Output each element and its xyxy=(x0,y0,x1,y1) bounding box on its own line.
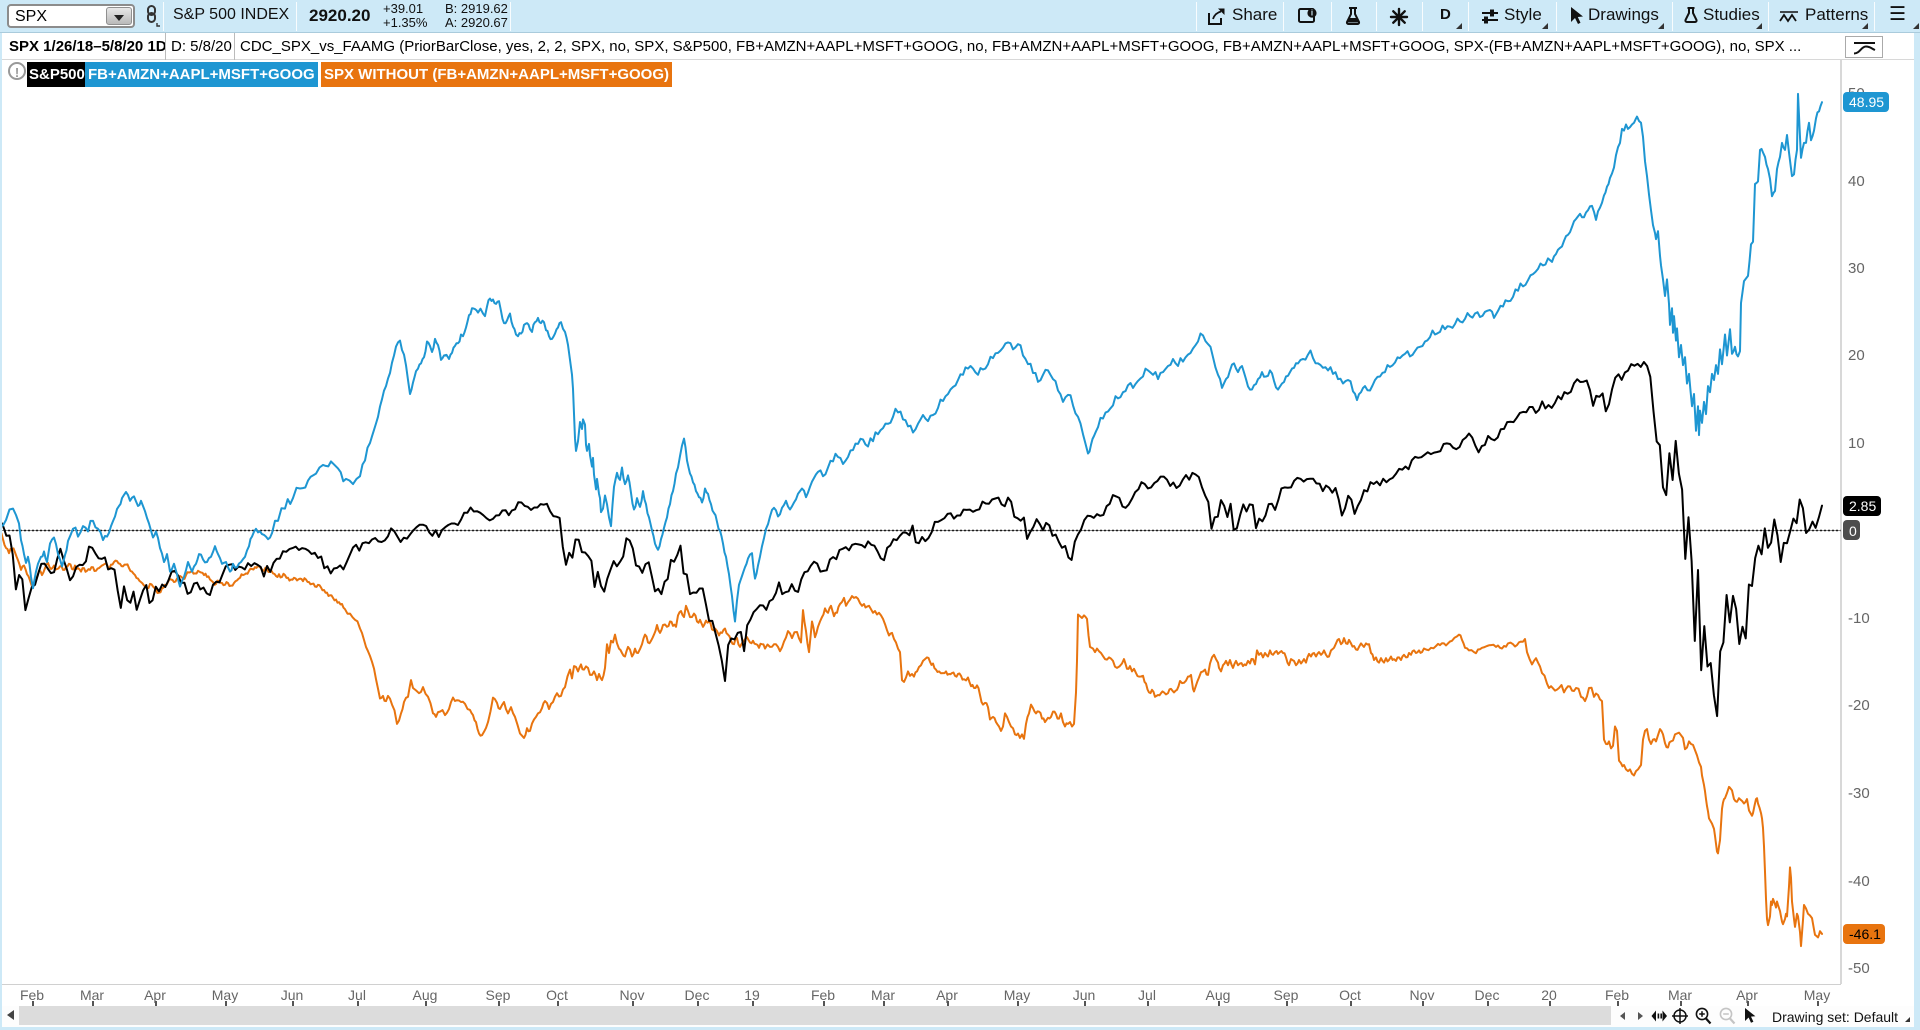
svg-text:20: 20 xyxy=(1848,347,1865,364)
svg-text:-40: -40 xyxy=(1848,873,1870,890)
svg-text:48.95: 48.95 xyxy=(1849,94,1884,110)
svg-text:10: 10 xyxy=(1848,435,1865,452)
svg-text:-46.1: -46.1 xyxy=(1849,926,1881,942)
svg-text:-10: -10 xyxy=(1848,610,1870,627)
svg-text:-30: -30 xyxy=(1848,785,1870,802)
svg-text:40: 40 xyxy=(1848,173,1865,190)
svg-text:0: 0 xyxy=(1849,523,1857,539)
svg-text:i: i xyxy=(1311,9,1313,18)
svg-text:30: 30 xyxy=(1848,260,1865,277)
svg-text:-20: -20 xyxy=(1848,697,1870,714)
svg-text:2.85: 2.85 xyxy=(1849,498,1876,514)
svg-text:-50: -50 xyxy=(1848,960,1870,977)
